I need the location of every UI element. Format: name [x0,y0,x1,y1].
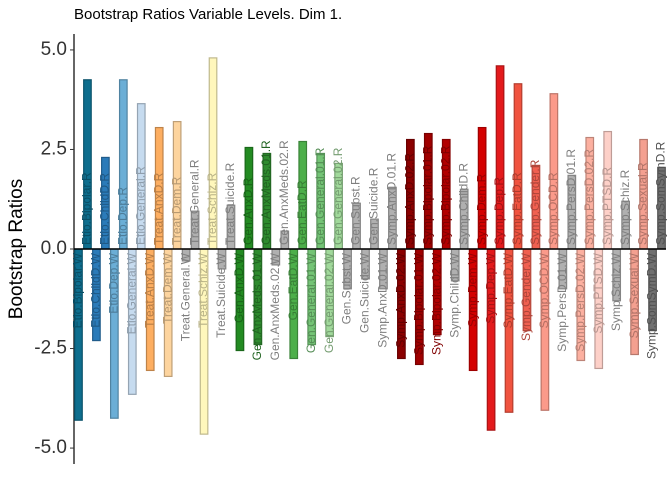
bar-label: Gen.EatD.W [286,252,300,320]
bar-label: Gen.AnxD.R [241,177,255,245]
bar-label: Etio.Bipolar.R [80,172,94,245]
bar-label: Etio.General.W [124,252,138,334]
bar-label: Etio.ChildD.R [98,173,112,245]
bar-label: Gen.AnxMeds.01.R [259,140,273,245]
bar-label: Gen.AnxMeds.02.W [268,252,282,360]
bar-label: Symp.Dem.R [474,173,488,245]
bar-label: Symp.AnxD.02.R [403,153,417,245]
bar-label: Gen.Subst.R [349,176,363,245]
bar-label: Treat.Dem.W [160,252,174,324]
bar-label: Treat.AnxD.R [151,172,165,245]
bar-label: Symp.SomSymD.R [654,141,668,245]
bar-label: Symp.OCD.W [537,252,551,328]
bar-label: Symp.PersD.02.R [582,149,596,245]
bar-label: Symp.Dem.W [465,252,479,327]
bar-label: Symp.Schiz.R [618,169,632,245]
bar-label: Symp.PersD.01.R [564,149,578,245]
bar-label: Gen.AnxD.W [232,252,246,323]
chart-title: Bootstrap Ratios Variable Levels. Dim 1. [74,6,342,23]
bar-label: Symp.SomSymD.W [645,252,659,359]
bar-label: Treat.Schiz.R [205,172,219,245]
bar-label: Symp.Bipolar.01.R [420,145,434,245]
bar-label: Symp.ChildD.R [456,163,470,245]
bar-label: Gen.General.01.W [304,252,318,353]
bar-label: Symp.PTSD.W [591,252,605,333]
bar-label: Etio.Dep.R [116,187,130,245]
bar-label: Symp.Gender.R [528,159,542,245]
bar-label: Gen.AnxMeds.01.W [250,252,264,360]
bar-label: Symp.Bipolar.02.R [438,145,452,245]
bar-label: Symp.Gender.W [519,252,533,341]
bar-label: Gen.Subst.W [340,252,354,324]
bar-label: Symp.Sexual.R [636,162,650,245]
bar-label: Etio.General.R [133,166,147,245]
y-tick-label: -5.0 [34,437,67,458]
bar-label: Gen.Suicide.R [367,167,381,245]
bar-label: Gen.EatD.R [295,180,309,245]
bar-label: Treat.Dem.R [169,176,183,245]
bar-label: Symp.EatD.W [501,252,515,328]
bar-label: Gen.General.01.R [313,147,327,245]
bar-label: Treat.AnxD.W [142,252,156,328]
bar-label: Symp.Bipolar.02.W [429,252,443,355]
bar-label: Symp.Dep.W [483,252,497,323]
y-tick-label: 2.5 [41,138,67,159]
bar-label: Symp.Bipolar.01.W [412,252,426,355]
bar-label: Gen.General.02.W [322,252,336,353]
bar-label: Symp.PersD.02.W [573,252,587,351]
bar-label: Symp.PTSD.R [600,167,614,245]
bar-label: Symp.Schiz.W [609,252,623,331]
bar-label: Etio.Bipolar.W [71,252,85,328]
bar-label: Symp.EatD.R [510,172,524,245]
bar-label: Symp.AnxD.01.W [376,252,390,347]
bar-label: Symp.PersD.01.W [555,252,569,351]
y-tick-label: -2.5 [34,338,67,359]
bar-label: Symp.ChildD.W [447,252,461,337]
bar-label: Treat.General.W [178,252,192,341]
bar-label: Gen.Suicide.W [358,252,372,333]
y-tick-label: 5.0 [41,39,67,60]
bar-label: Treat.General.R [187,159,201,245]
bar-label: Treat.Suicide.W [214,252,228,338]
bar-label: Symp.AnxD.01.R [385,153,399,245]
bar-label: Etio.ChildD.W [89,252,103,327]
bar-label: Symp.Sexual.W [627,252,641,338]
bar-label: Symp.AnxD.02.W [394,252,408,347]
bar-label: Treat.Suicide.R [223,162,237,245]
bar-label: Etio.Dep.W [107,252,121,313]
bar-label: Gen.General.02.R [331,147,345,245]
y-tick-label: 0.0 [41,238,67,259]
bar-label: Gen.AnxMeds.02.R [277,140,291,245]
bar-label: Symp.Dep.R [492,177,506,245]
y-axis-label: Bootstrap Ratios [6,179,27,319]
bar-label: Treat.Schiz.W [196,252,210,328]
bar-label: Symp.OCD.R [546,172,560,245]
